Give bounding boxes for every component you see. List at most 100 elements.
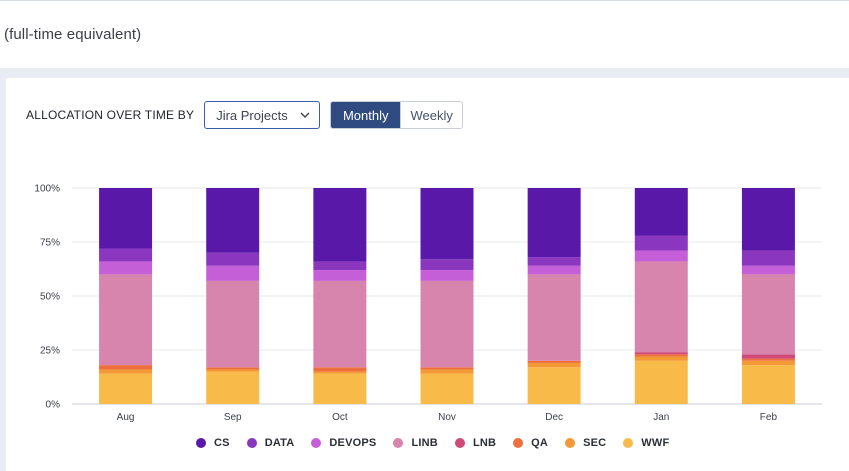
x-tick-label: Sep	[224, 412, 242, 423]
bar-segment-qa[interactable]	[741, 358, 795, 361]
y-tick-label: 0%	[46, 400, 61, 411]
bar-segment-devops[interactable]	[741, 265, 795, 275]
bar-segment-linb[interactable]	[313, 280, 367, 368]
bar-segment-lnb[interactable]	[741, 354, 795, 359]
legend-label: LNB	[472, 437, 497, 449]
bar-segment-sec[interactable]	[206, 369, 260, 372]
legend-swatch	[246, 438, 257, 448]
bar-segment-devops[interactable]	[527, 265, 581, 275]
legend-item-sec[interactable]: SEC	[565, 437, 606, 449]
legend-label: WWF	[641, 437, 670, 449]
legend-item-qa[interactable]: QA	[513, 437, 548, 449]
group-by-select[interactable]: Jira Projects	[204, 101, 321, 129]
bar-segment-cs[interactable]	[206, 188, 260, 253]
bar-segment-qa[interactable]	[634, 354, 688, 357]
bar-segment-cs[interactable]	[634, 188, 688, 236]
bar-segment-lnb[interactable]	[634, 352, 688, 355]
legend-swatch	[454, 438, 465, 448]
bar-segment-devops[interactable]	[420, 270, 474, 281]
bar-segment-data[interactable]	[313, 261, 367, 271]
bar-segment-qa[interactable]	[420, 367, 474, 370]
legend-label: LINB	[411, 437, 438, 449]
bar-segment-sec[interactable]	[741, 360, 795, 366]
legend-swatch	[196, 438, 206, 448]
bar-segment-wwf[interactable]	[313, 373, 367, 404]
legend-swatch	[623, 438, 634, 448]
bar-segment-devops[interactable]	[634, 250, 688, 262]
legend-item-data[interactable]: DATA	[246, 437, 295, 449]
bar-stack-feb[interactable]	[741, 188, 795, 404]
interval-toggle: Monthly Weekly	[330, 101, 464, 129]
allocation-card: ALLOCATION OVER TIME BY Jira Projects Mo…	[6, 78, 849, 471]
bar-segment-linb[interactable]	[420, 280, 474, 368]
legend-label: QA	[531, 437, 549, 449]
bar-segment-sec[interactable]	[313, 371, 367, 374]
weekly-toggle-button[interactable]: Weekly	[400, 102, 463, 128]
bar-stack-sep[interactable]	[206, 188, 260, 404]
bar-segment-sec[interactable]	[527, 362, 581, 368]
legend-item-lnb[interactable]: LNB	[454, 437, 497, 449]
bar-segment-linb[interactable]	[634, 261, 688, 353]
bar-segment-devops[interactable]	[313, 270, 367, 281]
bar-segment-data[interactable]	[527, 257, 581, 266]
bar-segment-qa[interactable]	[206, 367, 260, 370]
bar-segment-linb[interactable]	[99, 274, 153, 366]
legend-swatch	[565, 438, 576, 448]
legend-label: CS	[214, 437, 230, 449]
bar-segment-devops[interactable]	[99, 261, 153, 275]
chevron-down-icon	[300, 110, 310, 120]
y-tick-label: 75%	[40, 238, 60, 249]
chart-controls: ALLOCATION OVER TIME BY Jira Projects Mo…	[26, 101, 464, 129]
bar-segment-data[interactable]	[741, 250, 795, 266]
bar-segment-data[interactable]	[206, 252, 260, 266]
page-header: (full-time equivalent)	[0, 0, 849, 68]
x-tick-label: Aug	[117, 412, 135, 423]
bar-segment-qa[interactable]	[99, 365, 153, 370]
bar-segment-cs[interactable]	[527, 188, 581, 258]
bar-segment-linb[interactable]	[741, 274, 795, 355]
bar-stack-aug[interactable]	[99, 188, 153, 404]
x-tick-label: Feb	[760, 412, 778, 423]
bar-segment-devops[interactable]	[206, 265, 260, 281]
bar-segment-sec[interactable]	[420, 369, 474, 374]
legend-item-devops[interactable]: DEVOPS	[311, 437, 376, 449]
x-tick-label: Dec	[545, 412, 563, 423]
legend-item-wwf[interactable]: WWF	[623, 437, 669, 449]
bar-segment-sec[interactable]	[99, 369, 153, 374]
bar-segment-cs[interactable]	[99, 188, 153, 249]
y-tick-label: 50%	[40, 292, 60, 303]
bar-segment-data[interactable]	[634, 235, 688, 251]
bar-segment-wwf[interactable]	[741, 365, 795, 404]
legend-label: DEVOPS	[329, 437, 377, 449]
bar-stack-jan[interactable]	[634, 188, 688, 404]
page-subtitle: (full-time equivalent)	[4, 26, 142, 43]
bar-segment-wwf[interactable]	[527, 367, 581, 404]
bar-segment-qa[interactable]	[313, 367, 367, 372]
bar-segment-wwf[interactable]	[99, 373, 153, 404]
bar-segment-wwf[interactable]	[634, 360, 688, 404]
bar-stack-nov[interactable]	[420, 188, 474, 404]
bar-segment-data[interactable]	[420, 259, 474, 271]
bar-segment-cs[interactable]	[741, 188, 795, 251]
bar-segment-linb[interactable]	[527, 274, 581, 361]
chart-legend: CS DATA DEVOPS LINB LNB QA SEC WWF	[196, 435, 686, 451]
bar-segment-cs[interactable]	[420, 188, 474, 260]
bar-segment-qa[interactable]	[527, 360, 581, 363]
allocation-chart: 0% 25% 50% 75% 100% Aug Sep Oct Nov Dec Jan Feb	[34, 184, 822, 423]
bar-segment-sec[interactable]	[634, 356, 688, 361]
bar-stack-oct[interactable]	[313, 188, 367, 404]
x-tick-label: Jan	[653, 412, 669, 423]
y-tick-label: 25%	[40, 346, 60, 357]
legend-item-cs[interactable]: CS	[196, 437, 230, 449]
legend-item-linb[interactable]: LINB	[393, 437, 438, 449]
bar-segment-cs[interactable]	[313, 188, 367, 262]
bar-segment-data[interactable]	[99, 248, 153, 262]
bar-stack-dec[interactable]	[527, 188, 581, 404]
monthly-toggle-button[interactable]: Monthly	[331, 102, 401, 128]
bar-segment-wwf[interactable]	[206, 371, 260, 404]
bar-segment-wwf[interactable]	[420, 373, 474, 404]
group-by-select-value: Jira Projects	[216, 107, 288, 123]
legend-label: SEC	[583, 437, 607, 449]
legend-swatch	[393, 438, 404, 448]
bar-segment-linb[interactable]	[206, 280, 260, 368]
